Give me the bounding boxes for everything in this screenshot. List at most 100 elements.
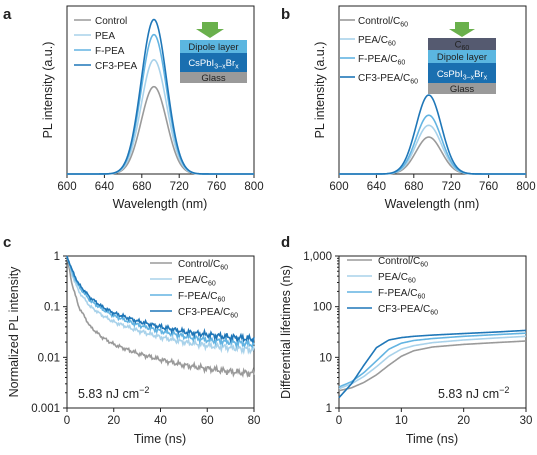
panel-c-fluence: 5.83 nJ cm−2 <box>78 385 149 401</box>
panel-b-xlabel: Wavelength (nm) <box>385 197 480 211</box>
panel-a-ylabel: PL intensity (a.u.) <box>41 42 55 139</box>
legend-label-pea-c60: PEA/C60 <box>358 35 396 48</box>
panel-c: c 0 20 40 60 80 0.001 0.01 0.1 1 Time (ns) Norma… <box>3 234 260 446</box>
stack-dipole-label: Dipole layer <box>188 42 238 53</box>
legend-label-cf3pea-c60: CF3-PEA/C60 <box>178 307 238 320</box>
panel-b-x-tick-label: 600 <box>329 181 348 193</box>
panel-c-y-tick-label: 0.001 <box>31 403 60 415</box>
panel-b-x-tick-label: 800 <box>516 181 535 193</box>
legend-label-control: Control <box>95 16 127 27</box>
panel-d-series-cf3pea <box>338 329 527 399</box>
stack-glass-label: Glass <box>201 73 226 84</box>
panel-a-axes <box>66 5 255 175</box>
panel-a-x-tick-label: 720 <box>170 181 189 193</box>
stack-glass <box>180 72 247 83</box>
panel-b-axes <box>338 5 527 175</box>
panel-d-fluence: 5.83 nJ cm−2 <box>438 385 509 401</box>
panel-c-y-tick-label: 1 <box>54 251 60 263</box>
stack-perovskite-label: CsPbI3−xBrx <box>188 58 239 71</box>
legend-label-cf3pea-c60: CF3-PEA/C60 <box>378 304 438 317</box>
legend-label-control-c60: Control/C60 <box>358 16 408 29</box>
panel-c-x-tick-label: 80 <box>248 415 261 427</box>
panel-b-series-pea <box>339 124 526 175</box>
panel-d-series-control <box>338 340 527 392</box>
panel-d-x-tick-label: 0 <box>336 415 342 427</box>
legend-label-fpea-c60: F-PEA/C60 <box>378 288 425 301</box>
panel-a-x-ticks: 600 640 680 720 760 800 <box>57 174 264 193</box>
panel-d-x-tick-label: 30 <box>520 415 533 427</box>
panel-b-x-tick-label: 720 <box>442 181 461 193</box>
panel-b-x-tick-label: 640 <box>367 181 386 193</box>
panel-c-x-tick-label: 20 <box>107 415 120 427</box>
legend-label-cf3pea: CF3-PEA <box>95 61 138 72</box>
stack-c60-label: C60 <box>455 40 470 53</box>
panel-d-series-pea <box>338 335 527 390</box>
panel-c-series-pea <box>66 256 255 355</box>
panel-d-y-tick-label: 1,000 <box>303 251 332 263</box>
panel-b: b 600 640 680 720 760 800 Wavelength (nm) PL … <box>281 5 536 211</box>
panel-d-y-tick-label: 100 <box>313 302 332 314</box>
panel-b-device-stack: C60 Dipole layer CsPbI3−xBrx Glass <box>428 22 496 95</box>
stack-c60 <box>428 38 496 50</box>
panel-c-ylabel: Normalized PL intensity <box>7 266 21 398</box>
panel-a-x-tick-label: 760 <box>207 181 226 193</box>
legend-label-fpea-c60: F-PEA/C60 <box>358 54 405 67</box>
panel-b-series-cf3pea <box>339 94 526 175</box>
stack-glass-label: Glass <box>450 84 475 95</box>
panel-b-legend: Control/C60 PEA/C60 F-PEA/C60 CF3-PEA/C6… <box>340 16 418 86</box>
panel-d-xlabel: Time (ns) <box>406 432 458 446</box>
panel-a-x-tick-label: 800 <box>244 181 263 193</box>
panel-d-x-tick-label: 20 <box>457 415 470 427</box>
panel-a-xlabel: Wavelength (nm) <box>113 197 208 211</box>
panel-c-series-cf3pea <box>66 255 255 344</box>
legend-label-pea-c60: PEA/C60 <box>378 272 416 285</box>
panel-a-device-stack: Dipole layer CsPbI3−xBrx Glass <box>180 22 247 84</box>
stack-dipole-label: Dipole layer <box>437 52 487 63</box>
panel-a-x-tick-label: 680 <box>132 181 151 193</box>
panel-a-x-tick-label: 600 <box>57 181 76 193</box>
stack-dipole-layer <box>428 50 496 63</box>
panel-d-curves <box>338 329 527 399</box>
panel-c-x-tick-label: 0 <box>64 415 70 427</box>
panel-b-series-control <box>339 136 526 175</box>
panel-a-curves <box>67 18 254 175</box>
panel-a: a 600 640 680 720 760 800 Wavelength (nm) PL … <box>3 5 264 211</box>
panel-c-y-tick-label: 0.1 <box>44 302 60 314</box>
panel-c-series-control <box>66 255 255 379</box>
panel-c-y-tick-label: 0.01 <box>38 352 60 364</box>
panel-a-letter: a <box>3 6 12 23</box>
panel-d-ylabel: Differential lifetimes (ns) <box>279 265 293 399</box>
panel-d-axes <box>338 255 527 409</box>
panel-c-series-fpea <box>66 256 255 349</box>
legend-label-pea-c60: PEA/C60 <box>178 275 216 288</box>
legend-label-fpea: F-PEA <box>95 46 125 57</box>
panel-b-x-tick-label: 680 <box>404 181 423 193</box>
panel-a-legend: Control PEA F-PEA CF3-PEA <box>74 16 138 72</box>
stack-perovskite <box>180 53 247 72</box>
panel-c-x-tick-label: 40 <box>154 415 167 427</box>
panel-b-x-ticks: 600 640 680 720 760 800 <box>329 174 536 193</box>
stack-perovskite <box>428 63 496 83</box>
panel-a-series-cf3pea <box>67 18 254 175</box>
panel-c-legend: Control/C60 PEA/C60 F-PEA/C60 CF3-PEA/C6… <box>150 259 238 320</box>
panel-c-letter: c <box>3 234 11 251</box>
legend-label-fpea-c60: F-PEA/C60 <box>178 291 225 304</box>
legend-label-pea: PEA <box>95 31 115 42</box>
panel-d-y-tick-label: 1 <box>326 403 332 415</box>
excitation-arrow-icon <box>196 22 224 38</box>
panel-b-x-tick-label: 760 <box>479 181 498 193</box>
panel-c-xlabel: Time (ns) <box>134 432 186 446</box>
stack-perovskite-label: CsPbI3−xBrx <box>437 69 488 82</box>
panel-a-series-control <box>67 85 254 175</box>
legend-label-control-c60: Control/C60 <box>378 256 428 269</box>
panel-c-ticks: 0 20 40 60 80 0.001 0.01 0.1 1 <box>31 251 260 427</box>
legend-label-control-c60: Control/C60 <box>178 259 228 272</box>
panel-b-series-fpea <box>339 114 526 175</box>
panel-c-x-tick-label: 60 <box>201 415 214 427</box>
panel-d-y-tick-label: 10 <box>319 352 332 364</box>
panel-c-curves <box>66 255 255 379</box>
panel-d-legend: Control/C60 PEA/C60 F-PEA/C60 CF3-PEA/C6… <box>347 256 438 317</box>
panel-d-letter: d <box>281 234 290 251</box>
stack-dipole-layer <box>180 40 247 53</box>
